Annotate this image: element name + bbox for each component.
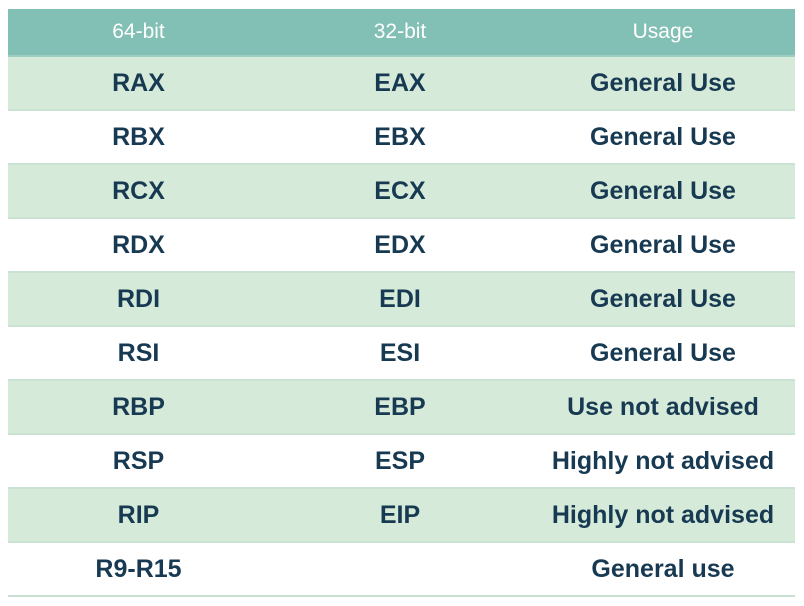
- cell-32-bit: ESP: [374, 446, 426, 475]
- header-32-bit: 32-bit: [269, 9, 531, 57]
- cell-usage: General use: [591, 554, 735, 583]
- cell-usage: General Use: [590, 176, 736, 205]
- cell-usage: General Use: [590, 230, 736, 259]
- cell-32-bit: EBP: [374, 392, 426, 421]
- cell-64-bit: RBP: [112, 392, 165, 421]
- cell-32-bit: EIP: [379, 500, 421, 529]
- cell-32-bit: EDX: [374, 230, 426, 259]
- header-64-bit: 64-bit: [8, 9, 269, 57]
- cell-usage: Highly not advised: [551, 446, 775, 475]
- table-row: R9-R15 General use: [8, 542, 795, 596]
- table-row: RBX EBX General Use: [8, 110, 795, 164]
- cell-usage: Highly not advised: [551, 500, 775, 529]
- cell-usage: General Use: [590, 284, 736, 313]
- cell-64-bit: RDI: [116, 284, 161, 313]
- table-header-row: 64-bit 32-bit Usage: [8, 9, 795, 57]
- table-row: RSP ESP Highly not advised: [8, 434, 795, 488]
- cell-32-bit: [269, 542, 531, 596]
- cell-usage: Use not advised: [567, 392, 759, 421]
- cell-64-bit: RCX: [112, 176, 165, 205]
- cell-64-bit: RIP: [117, 500, 160, 529]
- table-row: RAX EAX General Use: [8, 56, 795, 110]
- cell-64-bit: RSP: [112, 446, 165, 475]
- table-row: RCX ECX General Use: [8, 164, 795, 218]
- table-row: RIP EIP Highly not advised: [8, 488, 795, 542]
- cell-64-bit: RSI: [117, 338, 160, 367]
- cell-32-bit: EAX: [374, 68, 426, 97]
- table-row: RDI EDI General Use: [8, 272, 795, 326]
- header-usage: Usage: [531, 9, 795, 57]
- register-table: 64-bit 32-bit Usage RAX EAX General Use …: [8, 9, 795, 597]
- cell-32-bit: EDI: [379, 284, 421, 313]
- cell-usage: General Use: [590, 122, 736, 151]
- cell-usage: General Use: [590, 68, 736, 97]
- cell-64-bit: RBX: [112, 122, 165, 151]
- cell-32-bit: ESI: [379, 338, 421, 367]
- table-row: RSI ESI General Use: [8, 326, 795, 380]
- cell-64-bit: RDX: [112, 230, 165, 259]
- cell-64-bit: RAX: [112, 68, 165, 97]
- cell-usage: General Use: [590, 338, 736, 367]
- table-row: RBP EBP Use not advised: [8, 380, 795, 434]
- table-row: RDX EDX General Use: [8, 218, 795, 272]
- cell-64-bit: R9-R15: [95, 554, 182, 583]
- cell-32-bit: EBX: [374, 122, 426, 151]
- cell-32-bit: ECX: [374, 176, 426, 205]
- register-table-container: 64-bit 32-bit Usage RAX EAX General Use …: [8, 9, 795, 597]
